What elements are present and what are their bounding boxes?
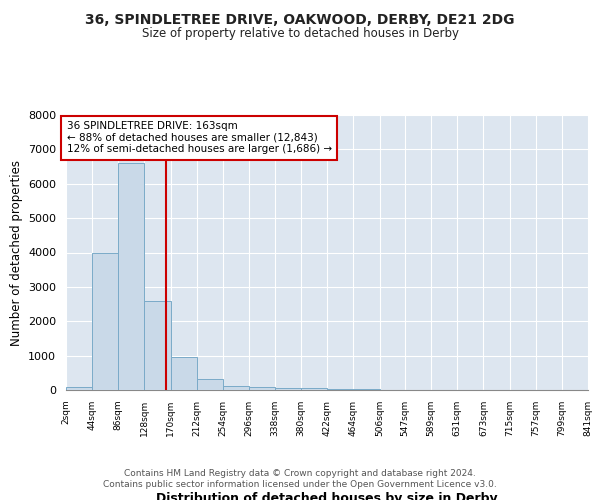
- Bar: [66, 386, 92, 390]
- X-axis label: Distribution of detached houses by size in Derby: Distribution of detached houses by size …: [156, 492, 498, 500]
- Bar: [92, 252, 118, 390]
- Bar: [249, 387, 275, 390]
- Bar: [170, 358, 197, 390]
- Text: 36 SPINDLETREE DRIVE: 163sqm
← 88% of detached houses are smaller (12,843)
12% o: 36 SPINDLETREE DRIVE: 163sqm ← 88% of de…: [67, 121, 332, 154]
- Bar: [223, 386, 249, 390]
- Text: Contains public sector information licensed under the Open Government Licence v3: Contains public sector information licen…: [103, 480, 497, 489]
- Bar: [118, 163, 145, 390]
- Bar: [275, 388, 301, 390]
- Bar: [301, 388, 328, 390]
- Bar: [328, 389, 353, 390]
- Bar: [197, 378, 223, 390]
- Text: 36, SPINDLETREE DRIVE, OAKWOOD, DERBY, DE21 2DG: 36, SPINDLETREE DRIVE, OAKWOOD, DERBY, D…: [85, 12, 515, 26]
- Y-axis label: Number of detached properties: Number of detached properties: [10, 160, 23, 346]
- Text: Contains HM Land Registry data © Crown copyright and database right 2024.: Contains HM Land Registry data © Crown c…: [124, 468, 476, 477]
- Text: Size of property relative to detached houses in Derby: Size of property relative to detached ho…: [142, 28, 458, 40]
- Bar: [145, 300, 170, 390]
